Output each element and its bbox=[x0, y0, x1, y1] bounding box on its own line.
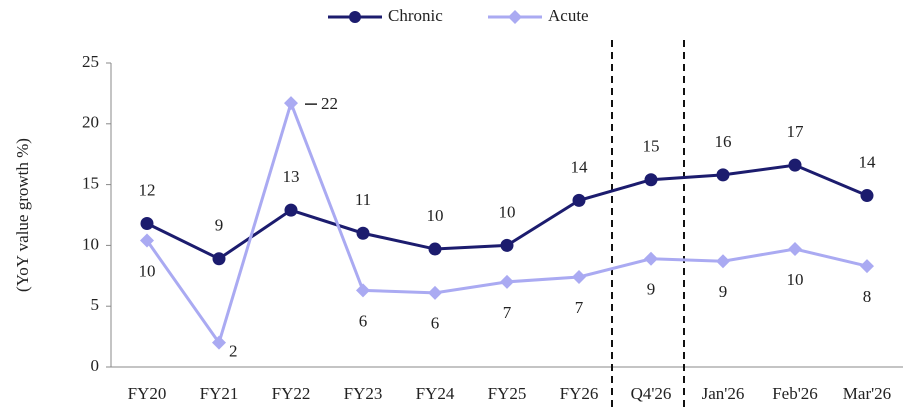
y-tick-label: 15 bbox=[82, 174, 99, 193]
data-label: 2 bbox=[229, 342, 238, 361]
marker bbox=[860, 259, 874, 274]
marker bbox=[212, 335, 226, 350]
data-label: 6 bbox=[431, 314, 440, 333]
marker bbox=[644, 173, 658, 187]
y-tick-label: 10 bbox=[82, 234, 99, 253]
y-tick-label: 0 bbox=[91, 356, 100, 375]
data-label: 8 bbox=[863, 287, 872, 306]
marker bbox=[140, 217, 154, 231]
marker bbox=[356, 283, 370, 298]
legend-swatch-marker bbox=[508, 10, 522, 24]
data-label: 9 bbox=[719, 282, 728, 301]
marker bbox=[716, 168, 730, 182]
x-tick-label: FY25 bbox=[488, 384, 527, 403]
marker bbox=[428, 285, 442, 300]
marker bbox=[140, 233, 154, 248]
x-tick-label: Feb'26 bbox=[772, 384, 818, 403]
data-label: 9 bbox=[647, 280, 656, 299]
marker bbox=[572, 270, 586, 285]
marker bbox=[572, 193, 586, 207]
marker bbox=[500, 274, 514, 289]
data-label: 9 bbox=[215, 216, 224, 235]
marker bbox=[500, 238, 514, 252]
x-tick-label: Jan'26 bbox=[702, 384, 745, 403]
legend-label: Chronic bbox=[388, 6, 443, 25]
data-label: 6 bbox=[359, 311, 368, 330]
marker bbox=[212, 252, 226, 266]
marker bbox=[860, 189, 874, 203]
data-label: 7 bbox=[575, 298, 584, 317]
marker bbox=[284, 203, 298, 217]
data-label: 15 bbox=[643, 137, 660, 156]
data-label: 22 bbox=[321, 94, 338, 113]
data-label: 10 bbox=[499, 202, 516, 221]
legend-swatch-marker bbox=[349, 11, 361, 23]
data-label: 14 bbox=[571, 157, 589, 176]
legend-label: Acute bbox=[548, 6, 589, 25]
y-tick-label: 20 bbox=[82, 113, 99, 132]
marker bbox=[284, 96, 298, 111]
data-label: 10 bbox=[427, 206, 444, 225]
marker bbox=[428, 242, 442, 256]
data-label: 12 bbox=[139, 180, 156, 199]
data-label: 16 bbox=[715, 132, 732, 151]
data-label: 13 bbox=[283, 167, 300, 186]
x-tick-label: Mar'26 bbox=[843, 384, 891, 403]
x-tick-label: FY22 bbox=[272, 384, 311, 403]
y-tick-label: 25 bbox=[82, 52, 99, 71]
data-label: 10 bbox=[139, 261, 156, 280]
data-label: 17 bbox=[787, 122, 805, 141]
marker bbox=[644, 251, 658, 266]
x-tick-label: FY26 bbox=[560, 384, 599, 403]
y-tick-label: 5 bbox=[91, 295, 100, 314]
data-label: 7 bbox=[503, 303, 512, 322]
x-tick-label: FY21 bbox=[200, 384, 239, 403]
data-label: 10 bbox=[787, 270, 804, 289]
x-tick-label: FY20 bbox=[128, 384, 167, 403]
data-label: 11 bbox=[355, 190, 371, 209]
x-tick-label: FY23 bbox=[344, 384, 383, 403]
marker bbox=[788, 158, 802, 172]
y-axis-label: (YoY value growth %) bbox=[13, 138, 32, 292]
marker bbox=[716, 254, 730, 269]
marker bbox=[356, 226, 370, 240]
x-tick-label: FY24 bbox=[416, 384, 455, 403]
marker bbox=[788, 242, 802, 257]
x-tick-label: Q4'26 bbox=[631, 384, 672, 403]
data-label: 14 bbox=[859, 152, 877, 171]
